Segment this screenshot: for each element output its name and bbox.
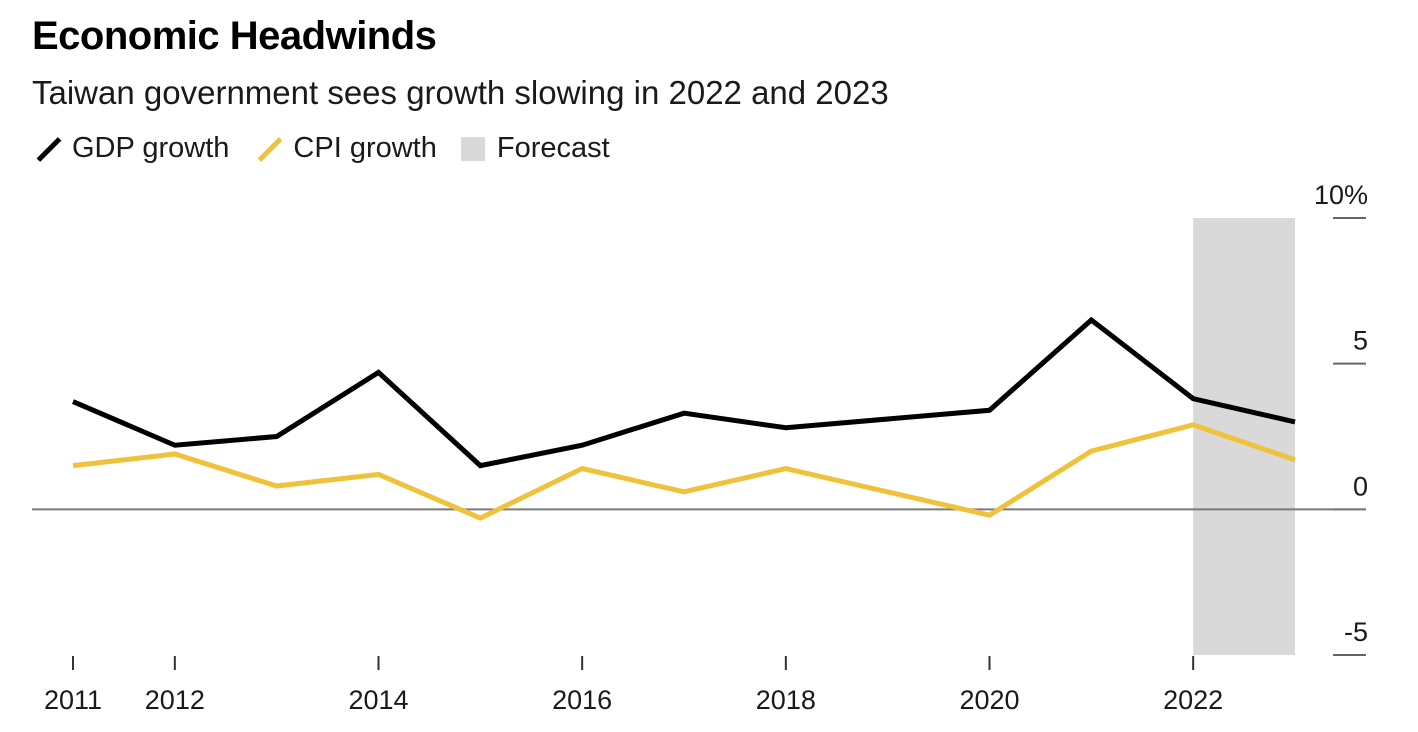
legend-item-forecast: Forecast [460,132,610,165]
x-tick-label: 2012 [145,685,205,715]
gdp-growth-line [72,316,1296,469]
legend: GDP growth CPI growth Forecast [32,132,634,165]
cpi-growth-line [72,422,1296,521]
legend-item-gdp: GDP growth [32,132,229,165]
legend-label-forecast: Forecast [496,132,610,164]
forecast-swatch-icon [460,136,485,161]
legend-item-cpi: CPI growth [253,132,436,165]
y-tick-label: 0 [1353,471,1368,501]
legend-label-gdp: GDP growth [72,132,230,164]
y-tick-label: 5 [1353,326,1368,356]
chart-title: Economic Headwinds [32,14,437,58]
x-tick-label: 2022 [1163,685,1223,715]
x-tick-label: 2016 [552,685,612,715]
y-tick-label: 10% [1314,180,1368,210]
y-tick-label: -5 [1344,617,1368,647]
forecast-band [1193,218,1295,655]
x-tick-label: 2018 [756,685,816,715]
x-tick-label: 2020 [959,685,1019,715]
chart-subtitle: Taiwan government sees growth slowing in… [32,74,889,111]
x-tick-label: 2011 [44,685,102,715]
legend-label-cpi: CPI growth [293,132,437,164]
x-tick-label: 2014 [348,685,408,715]
